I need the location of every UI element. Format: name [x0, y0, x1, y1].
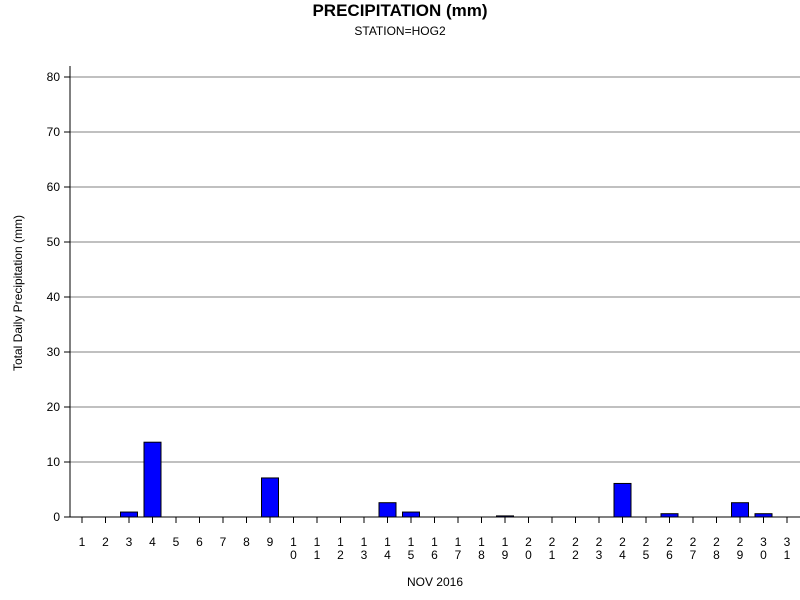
bar-day-24: [613, 482, 632, 518]
bar-day-29: [731, 502, 749, 518]
x-tick-label-4: 4: [149, 535, 156, 549]
x-tick-label-8: 8: [243, 535, 250, 549]
x-tick-label-1: 1: [79, 535, 86, 549]
x-tick-label-5: 5: [173, 535, 180, 549]
chart-subtitle: STATION=HOG2: [354, 24, 446, 38]
y-tick-label-20: 20: [47, 400, 61, 414]
y-tick-label-40: 40: [47, 290, 61, 304]
y-tick-label-0: 0: [53, 510, 60, 524]
y-tick-label-50: 50: [47, 235, 61, 249]
y-tick-label-70: 70: [47, 125, 61, 139]
bar-day-9: [261, 477, 279, 518]
bar-day-15: [402, 511, 420, 518]
x-tick-label-6: 6: [196, 535, 203, 549]
bar-day-4: [143, 441, 162, 518]
x-tick-label-7: 7: [220, 535, 227, 549]
bars: [120, 441, 773, 518]
axes: [69, 66, 800, 518]
x-tick-label-2: 2: [102, 535, 109, 549]
y-tick-label-30: 30: [47, 345, 61, 359]
grid-lines: [70, 76, 800, 463]
bar-day-3: [120, 511, 138, 518]
x-axis-label: NOV 2016: [406, 575, 464, 589]
y-tick-label-60: 60: [47, 180, 61, 194]
bar-day-14: [378, 502, 397, 518]
chart-title: PRECIPITATION (mm): [312, 1, 488, 20]
x-tick-label-3: 3: [126, 535, 133, 549]
x-ticks: 1 2 3 4 5 6 7 8 9 1 01 11 21 31 41 51 61 71 81 92 02 12 22 32 42…: [79, 517, 791, 562]
y-tick-label-80: 80: [47, 70, 61, 84]
x-tick-label-9: 9: [267, 535, 274, 549]
y-tick-label-10: 10: [47, 455, 61, 469]
y-ticks: 0 10 20 30 40 50 60 70 80: [47, 70, 70, 524]
